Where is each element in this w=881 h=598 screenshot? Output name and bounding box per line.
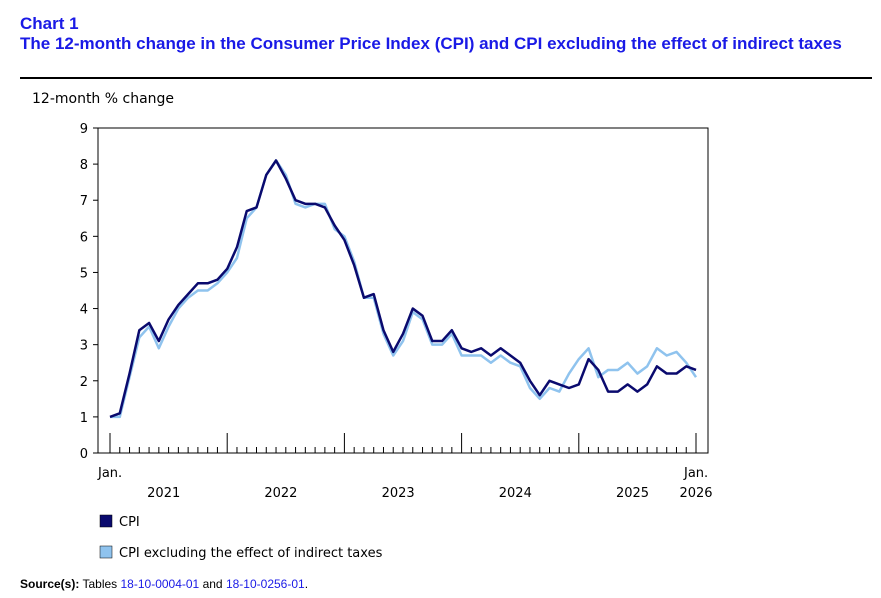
year-label: 2022	[264, 486, 297, 501]
x-axis-year-labels: 2021 2022 2023 2024 2025 2026	[147, 486, 712, 501]
year-label: 2024	[499, 486, 532, 501]
y-tick-label: 3	[80, 339, 88, 354]
y-axis-ticks: 0 1 2 3 4 5 6 7 8 9	[80, 122, 98, 462]
legend-swatch-cpi	[99, 514, 113, 528]
source-note: Source(s): Tables 18-10-0004-01 and 18-1…	[20, 577, 308, 591]
y-tick-label: 0	[80, 447, 88, 462]
y-tick-label: 4	[80, 303, 88, 318]
y-tick-label: 2	[80, 375, 88, 390]
y-tick-label: 9	[80, 122, 88, 137]
series-line-cpi	[109, 159, 697, 419]
y-tick-label: 5	[80, 266, 88, 281]
x-start-month-label: Jan.	[97, 466, 122, 481]
year-label: 2025	[616, 486, 649, 501]
source-text-between: and	[202, 577, 223, 591]
chart-title: The 12-month change in the Consumer Pric…	[20, 34, 842, 53]
year-label: 2023	[382, 486, 415, 501]
series-line-cpi-excluding-indirect-taxes	[110, 159, 698, 419]
x-end-month-label: Jan.	[683, 466, 708, 481]
legend: CPI CPI excluding the effect of indirect…	[99, 514, 383, 561]
source-link-table-1[interactable]: 18-10-0004-01	[120, 577, 200, 591]
legend-label-cpi: CPI	[119, 515, 140, 530]
source-link-table-2[interactable]: 18-10-0256-01	[225, 577, 305, 591]
y-tick-label: 8	[80, 158, 88, 173]
source-label: Source(s):	[20, 577, 80, 591]
y-tick-label: 6	[80, 230, 88, 245]
year-label: 2026	[679, 486, 712, 501]
source-text-before: Tables	[82, 577, 118, 591]
legend-label-cpi-excluding-indirect-taxes: CPI excluding the effect of indirect tax…	[119, 546, 383, 561]
plot-frame	[97, 127, 709, 454]
y-tick-label: 1	[80, 411, 88, 426]
x-axis-ticks	[109, 433, 697, 453]
legend-swatch-cpi-excluding-indirect-taxes	[99, 545, 113, 559]
y-axis-label: 12-month % change	[32, 91, 174, 107]
chart-number: Chart 1	[20, 14, 79, 33]
series-lines	[109, 159, 698, 419]
title-rule	[20, 77, 872, 79]
chart-header: Chart 1 The 12-month change in the Consu…	[20, 14, 872, 54]
source-text-after: .	[304, 577, 309, 591]
y-tick-label: 7	[80, 194, 88, 209]
year-label: 2021	[147, 486, 180, 501]
